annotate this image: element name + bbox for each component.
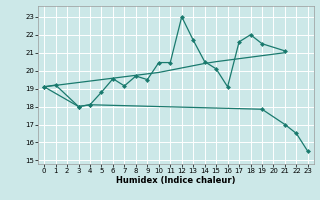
X-axis label: Humidex (Indice chaleur): Humidex (Indice chaleur) — [116, 176, 236, 185]
